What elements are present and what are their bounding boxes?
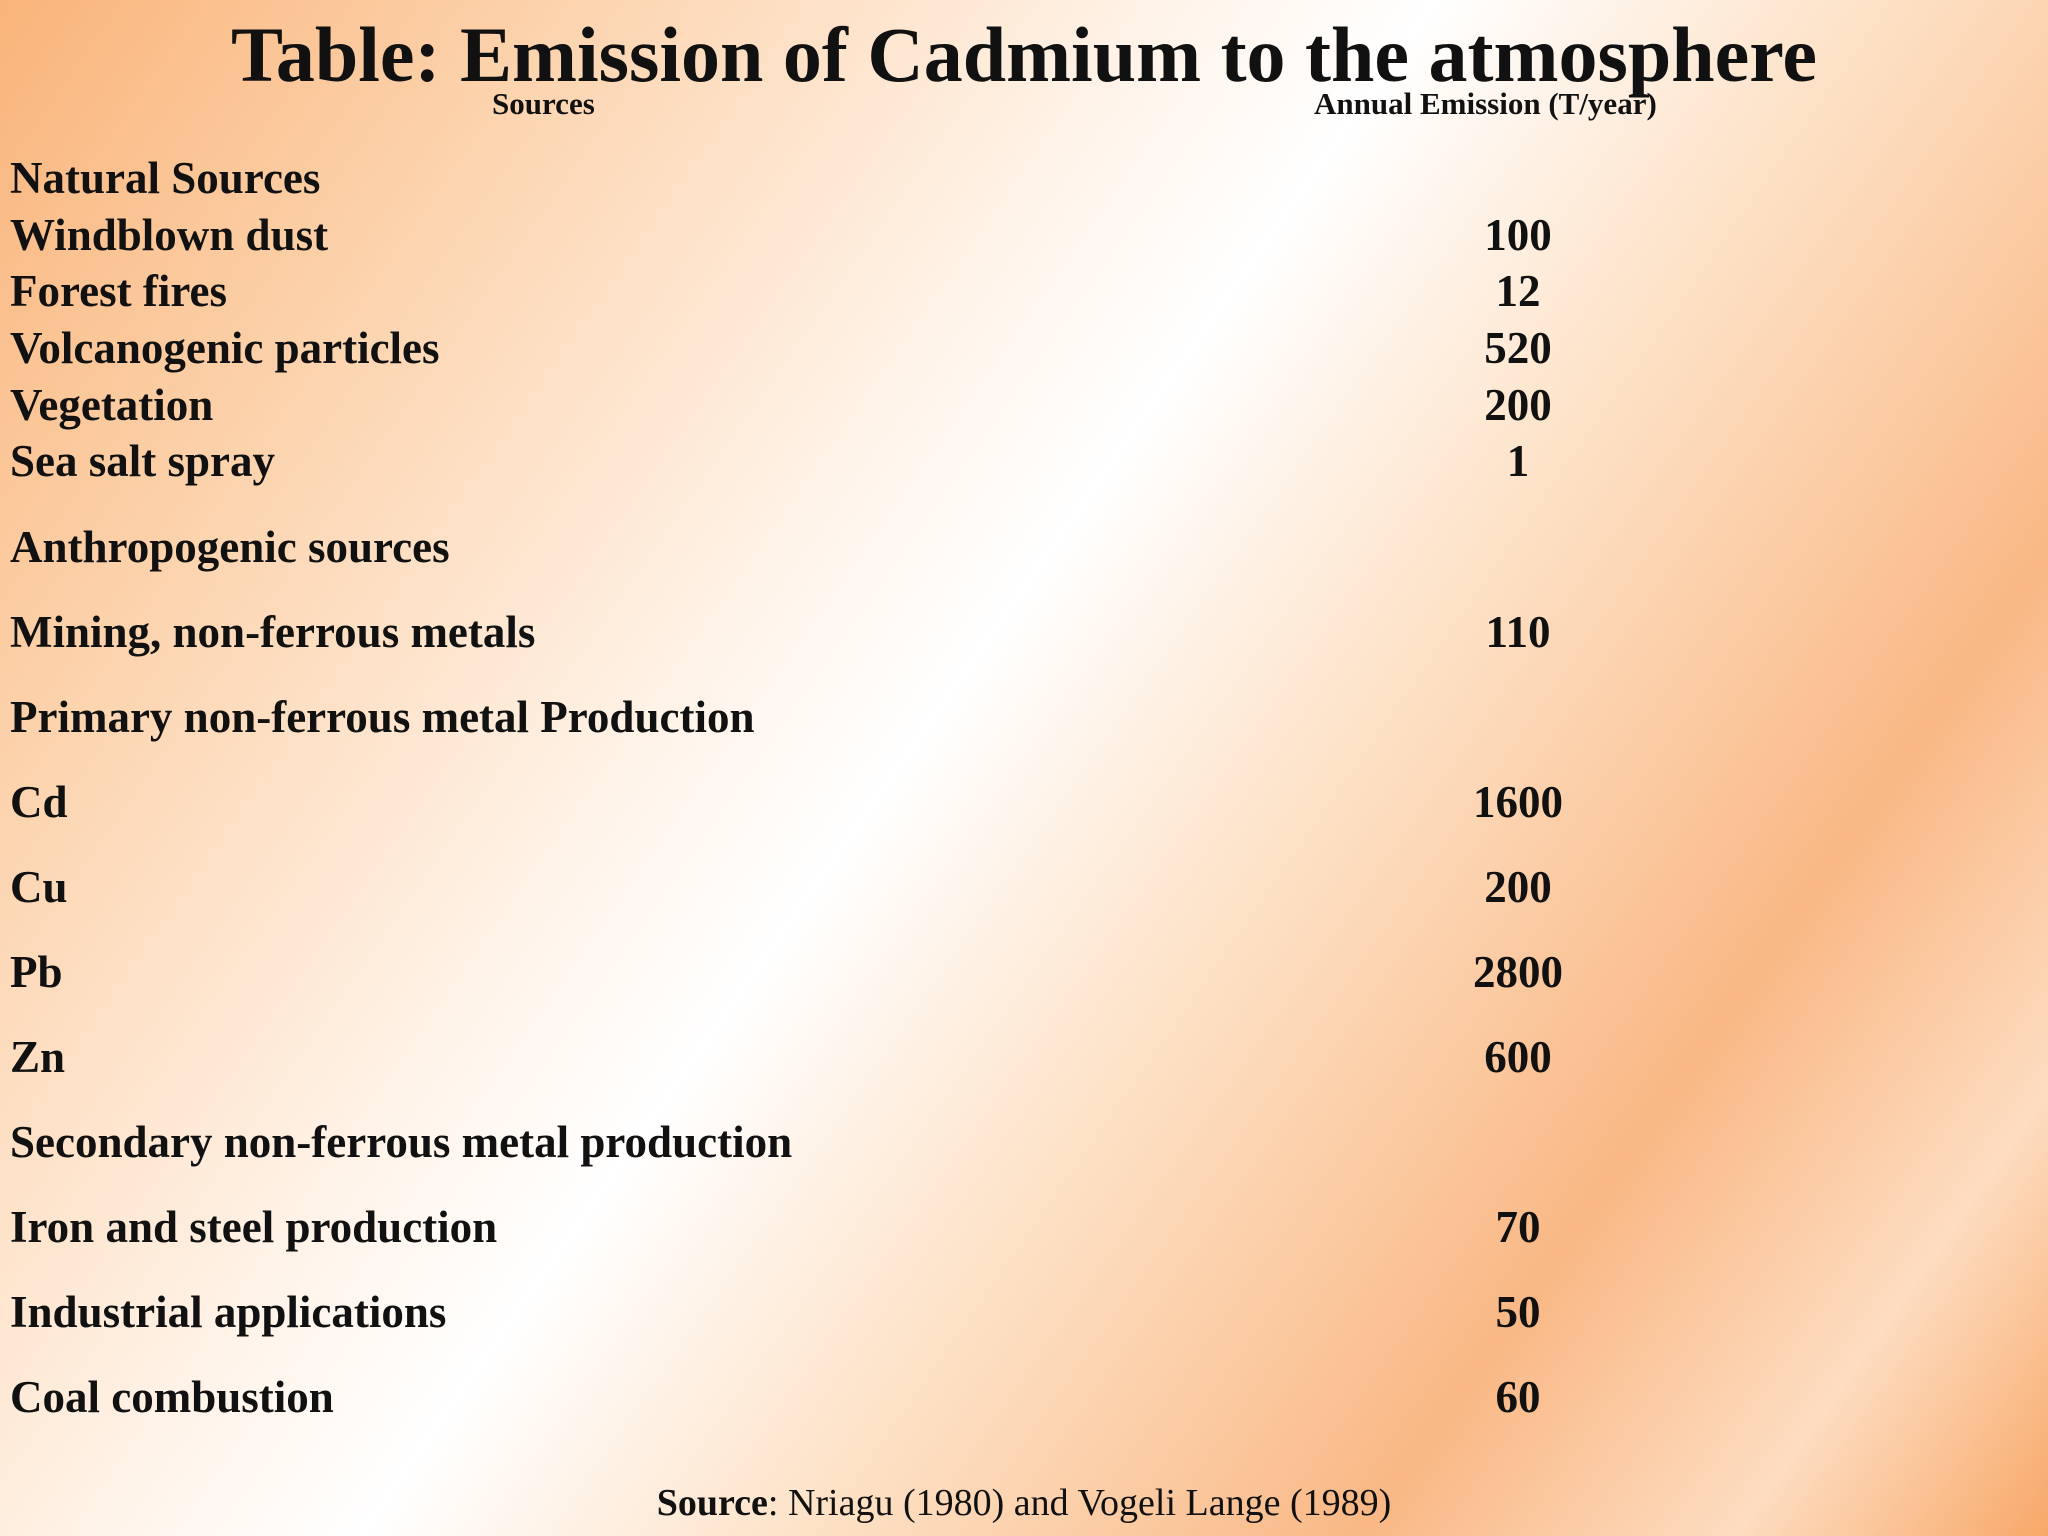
- row-value: 600: [1484, 1032, 1552, 1082]
- table-row: Sea salt spray 1: [0, 433, 2048, 489]
- table-row: Natural Sources: [0, 150, 2048, 206]
- table-row: Mining, non-ferrous metals 110: [0, 604, 2048, 660]
- source-text: : Nriagu (1980) and Vogeli Lange (1989): [767, 1482, 1392, 1524]
- table-row: Forest fires 12: [0, 263, 2048, 319]
- row-label: Anthropogenic sources: [10, 522, 450, 572]
- row-value: 60: [1495, 1372, 1541, 1422]
- row-label: Primary non-ferrous metal Production: [10, 692, 755, 742]
- row-value: 1600: [1473, 777, 1563, 827]
- table-row: Cd 1600: [0, 774, 2048, 830]
- row-value: 100: [1484, 210, 1552, 260]
- table-row: Cu 200: [0, 859, 2048, 915]
- row-value: 200: [1484, 862, 1552, 912]
- row-label: Cu: [10, 862, 68, 912]
- slide-title: Table: Emission of Cadmium to the atmosp…: [230, 11, 1818, 98]
- row-value: 50: [1495, 1287, 1541, 1337]
- row-value: 520: [1484, 323, 1552, 373]
- column-header-annual-emission: Annual Emission (T/year): [1314, 86, 1657, 121]
- row-label: Secondary non-ferrous metal production: [10, 1117, 793, 1167]
- row-label: Sea salt spray: [10, 436, 276, 486]
- table-row: Pb 2800: [0, 944, 2048, 1000]
- table-row: Vegetation 200: [0, 377, 2048, 433]
- table-row: Windblown dust 100: [0, 207, 2048, 263]
- table-row: Zn 600: [0, 1029, 2048, 1085]
- row-value: 12: [1495, 266, 1541, 316]
- row-value: 70: [1495, 1202, 1541, 1252]
- table-row: Primary non-ferrous metal Production: [0, 689, 2048, 745]
- row-label: Cd: [10, 777, 68, 827]
- row-value: 200: [1484, 380, 1552, 430]
- table-row: Coal combustion 60: [0, 1369, 2048, 1425]
- row-label: Vegetation: [10, 380, 214, 430]
- row-label: Coal combustion: [10, 1372, 334, 1422]
- row-label: Mining, non-ferrous metals: [10, 607, 536, 657]
- source-key: Source: [656, 1482, 768, 1524]
- row-value: 110: [1485, 607, 1551, 657]
- row-label: Windblown dust: [10, 210, 329, 260]
- column-header-sources: Sources: [492, 86, 595, 121]
- table-row: Anthropogenic sources: [0, 519, 2048, 575]
- row-label: Volcanogenic particles: [10, 323, 440, 373]
- row-label: Industrial applications: [10, 1287, 447, 1337]
- table-row: Secondary non-ferrous metal production: [0, 1114, 2048, 1170]
- source-citation: Source: Nriagu (1980) and Vogeli Lange (…: [0, 1478, 2048, 1528]
- row-label: Natural Sources: [10, 153, 321, 203]
- row-label: Forest fires: [10, 266, 228, 316]
- row-label: Pb: [10, 947, 63, 997]
- table-row: Volcanogenic particles 520: [0, 320, 2048, 376]
- table-row: Iron and steel production 70: [0, 1199, 2048, 1255]
- row-label: Iron and steel production: [10, 1202, 498, 1252]
- row-value: 1: [1506, 436, 1530, 486]
- row-value: 2800: [1473, 947, 1563, 997]
- table-row: Industrial applications 50: [0, 1284, 2048, 1340]
- row-label: Zn: [10, 1032, 66, 1082]
